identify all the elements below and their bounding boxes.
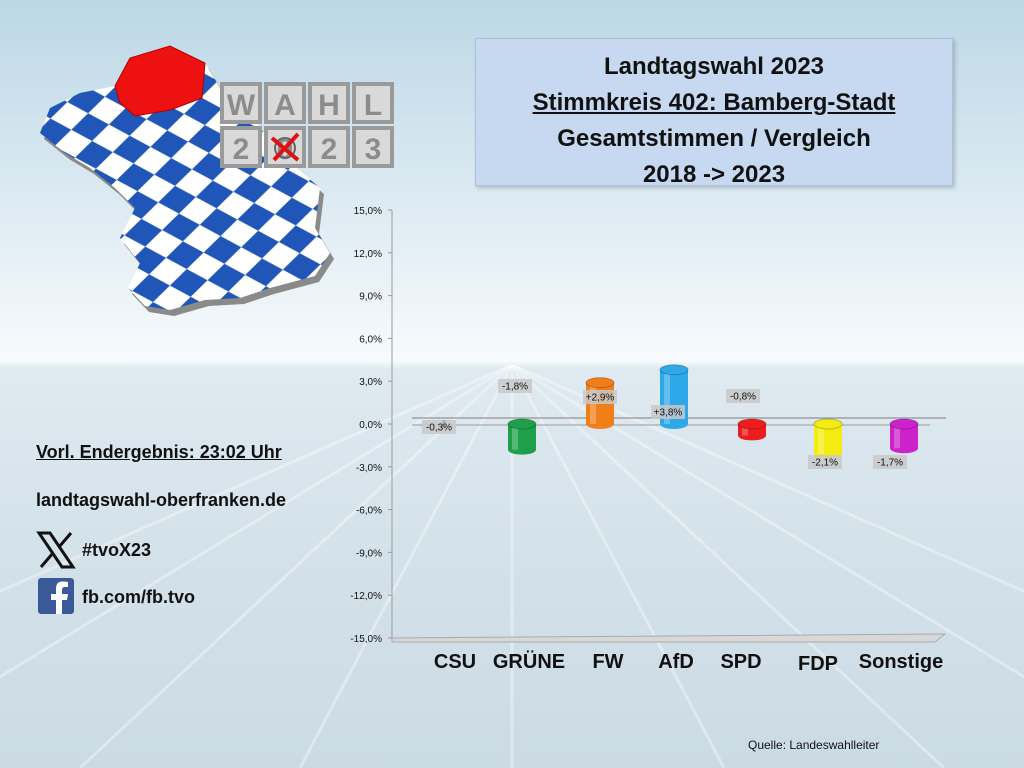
bar-bottom (508, 444, 536, 455)
data-label-text: +3,8% (654, 408, 683, 419)
y-tick-label: 12,0% (354, 249, 382, 260)
category-label: GRÜNE (493, 650, 565, 673)
source-note: Quelle: Landeswahlleiter (748, 738, 880, 752)
data-label-box (873, 455, 907, 469)
data-label-box (651, 405, 685, 419)
data-label-text: -1,7% (877, 458, 903, 469)
bar-top (659, 364, 689, 376)
data-label: -1,8% (498, 379, 532, 393)
tile-letter: A (274, 89, 296, 122)
bar-bottom (738, 430, 766, 441)
bar-highlight (818, 424, 824, 454)
y-tick-label: 0,0% (359, 420, 382, 431)
tile-letter: 2 (233, 133, 250, 166)
data-label-box (422, 420, 456, 434)
data-label-text: +2,9% (586, 393, 615, 404)
wahl-2023-logo: W A H L 2 0 2 3 (40, 45, 394, 316)
y-tick-label: -12,0% (350, 591, 382, 602)
bar-bottom (586, 419, 614, 429)
bar-bottom (890, 443, 918, 454)
bar-grüne (507, 418, 537, 455)
wahl-tiles: W A H L 2 0 2 3 (220, 82, 394, 168)
y-tick-label: 3,0% (359, 377, 382, 388)
x-twitter-icon (36, 531, 76, 569)
bar-spd (737, 418, 767, 441)
data-label-text: -2,1% (812, 458, 838, 469)
data-label-box (498, 379, 532, 393)
chart-title-box: Landtagswahl 2023 Stimmkreis 402: Bamber… (475, 38, 953, 188)
category-label: FDP (798, 653, 838, 675)
facebook-icon (38, 578, 74, 614)
bar-top (813, 418, 843, 430)
category-label: SPD (720, 651, 761, 673)
data-label: +3,8% (651, 405, 685, 419)
y-tick-label: -15,0% (350, 634, 382, 645)
facebook-link[interactable]: fb.com/fb.tvo (82, 587, 195, 607)
tile-letter: 3 (365, 133, 382, 166)
tile-letter: W (227, 89, 256, 122)
data-label: -0,8% (726, 389, 760, 403)
category-label: AfD (658, 651, 694, 673)
title-line-3: Gesamtstimmen / Vergleich (557, 125, 871, 152)
title-line-1: Landtagswahl 2023 (603, 53, 825, 80)
tile-letter: H (318, 89, 340, 122)
title-line-4: 2018 -> 2023 (642, 161, 786, 188)
website-link[interactable]: landtagswahl-oberfranken.de (36, 490, 287, 510)
category-label: CSU (434, 651, 476, 673)
y-tick-label: 15,0% (354, 206, 382, 217)
bar-sonstige (889, 418, 919, 454)
twitter-handle[interactable]: #tvoX23 (82, 540, 152, 560)
data-label-box (808, 455, 842, 469)
bar-bottom (660, 419, 688, 429)
result-timestamp: Vorl. Endergebnis: 23:02 Uhr (36, 442, 282, 462)
y-tick-label: -6,0% (356, 506, 382, 517)
ballot-cross-icon (270, 132, 300, 162)
data-label-text: -0,3% (426, 423, 452, 434)
chart-floor (391, 633, 947, 643)
bar-top (507, 418, 537, 430)
data-label: -1,7% (873, 455, 907, 469)
bar-body (738, 424, 766, 436)
data-label: -0,3% (422, 420, 456, 434)
tile-letter: 2 (321, 133, 338, 166)
data-label-text: -0,8% (730, 392, 756, 403)
bar-top (585, 377, 615, 389)
bar-highlight (664, 369, 670, 424)
data-label-box (583, 390, 617, 404)
bar-highlight (894, 424, 900, 449)
title-line-2: Stimmkreis 402: Bamberg-Stadt (532, 89, 896, 116)
bar-highlight (742, 424, 748, 436)
ballot-circle-icon (274, 137, 296, 159)
bar-top (737, 418, 767, 430)
y-tick-label: 9,0% (359, 292, 382, 303)
y-tick-label: -3,0% (356, 463, 382, 474)
bar-afd (659, 364, 689, 429)
bar-top (889, 418, 919, 430)
category-label: FW (592, 651, 623, 673)
data-label: +2,9% (583, 390, 617, 404)
data-label: -2,1% (808, 455, 842, 469)
data-label-text: -1,8% (502, 382, 528, 393)
y-tick-label: -9,0% (356, 548, 382, 559)
bar-fdp (813, 418, 843, 459)
y-tick-label: 6,0% (359, 334, 382, 345)
data-label-box (726, 389, 760, 403)
tile-letter: L (364, 89, 382, 122)
category-label: Sonstige (859, 651, 943, 673)
bar-highlight (512, 424, 518, 450)
